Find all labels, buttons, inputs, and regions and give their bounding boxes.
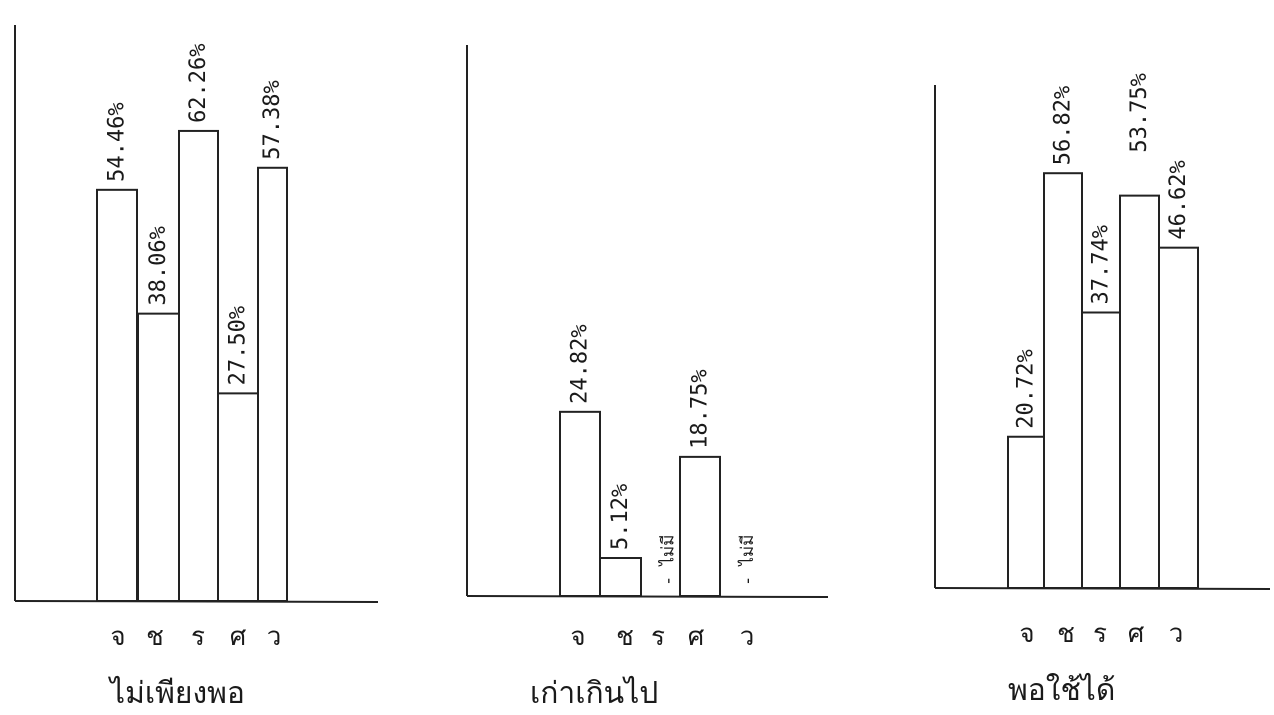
no-data-label: - ไม่มี <box>737 535 758 586</box>
category-label: จ <box>1019 619 1034 649</box>
category-label: ร <box>1093 619 1107 649</box>
bar-chart-3: 20.72% 56.82% 37.74% 53.75% 46.62% จชรศวพอใช้… <box>934 73 1271 708</box>
bar <box>217 392 259 602</box>
data-label: 37.74% <box>1089 225 1114 304</box>
data-label: 56.82% <box>1051 86 1076 165</box>
category-label: ว <box>267 622 282 652</box>
bar <box>137 312 180 602</box>
bar <box>1158 246 1199 589</box>
data-label: 62.26% <box>186 43 211 122</box>
no-data-label: - ไม่มี <box>658 535 679 586</box>
data-label: 27.50% <box>226 306 251 385</box>
category-label: ว <box>740 622 755 652</box>
data-label: 57.38% <box>260 80 285 159</box>
category-label: ช <box>1057 619 1075 649</box>
category-label: ศ <box>230 622 247 652</box>
category-label: ช <box>616 622 634 652</box>
category-label: ร <box>651 622 665 652</box>
data-label: 53.75% <box>1127 73 1152 152</box>
data-label: 5.12% <box>608 484 633 550</box>
chart-caption: พอใช้ได้ <box>1008 672 1115 708</box>
category-label: จ <box>110 622 125 652</box>
category-label: จ <box>570 622 585 652</box>
bar <box>559 410 601 597</box>
data-label: 18.75% <box>688 369 713 448</box>
bar <box>599 557 642 597</box>
bar <box>257 166 288 602</box>
bar <box>1043 172 1083 590</box>
data-label: 38.06% <box>146 226 171 305</box>
bar-chart-1: 54.46% 38.06% 62.26% 27.50% 57.38% จชรศวไม่เพ… <box>14 25 379 711</box>
data-label: 24.82% <box>568 324 593 403</box>
chart-caption: เก่าเกินไป <box>530 675 658 711</box>
category-label: ช <box>146 622 164 652</box>
bar <box>1119 194 1160 589</box>
chart-caption: ไม่เพียงพอ <box>108 675 245 711</box>
data-label: 20.72% <box>1014 349 1039 428</box>
x-axis-line <box>466 595 829 598</box>
bar <box>679 455 721 597</box>
data-label: 46.62% <box>1166 160 1191 239</box>
category-label: ศ <box>1128 619 1145 649</box>
data-label: 54.46% <box>105 102 130 181</box>
category-label: ร <box>191 622 205 652</box>
bar <box>96 188 138 602</box>
bar-chart-2: 24.82% 5.12% - ไม่มี 18.75% - ไม่มีจ ชรศ วเก่า… <box>466 45 829 711</box>
category-label: ศ <box>688 622 705 652</box>
bar <box>1081 311 1121 589</box>
bar <box>1007 435 1045 589</box>
category-label: ว <box>1169 619 1184 649</box>
bar <box>178 129 219 602</box>
